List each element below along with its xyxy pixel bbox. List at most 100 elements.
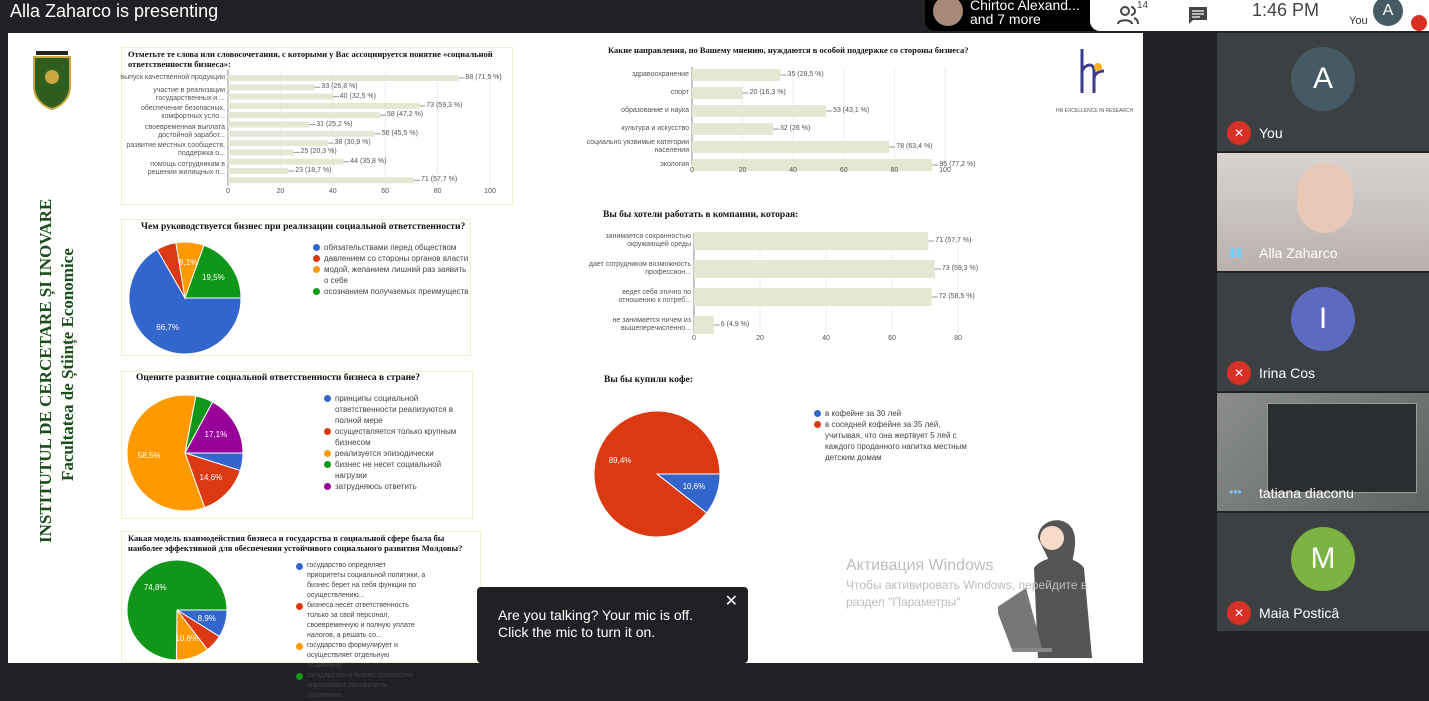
- meeting-controls: 14 1:46 PM You A: [1090, 0, 1429, 31]
- mic-off-icon: ✕: [1227, 601, 1251, 625]
- category-label-line: выпуск качественной продукции: [120, 74, 225, 81]
- university-crest-logo: [33, 51, 71, 111]
- faculty-name: Facultatea de Științe Economice: [58, 248, 77, 481]
- category-label-line: профессион...: [645, 269, 691, 276]
- data-label: 32 (26 %): [779, 125, 811, 132]
- legend-item: государство формулирует и осуществляет о…: [296, 641, 426, 671]
- slice-label: 14,6%: [199, 472, 223, 482]
- slice-label: 10,6%: [175, 634, 199, 644]
- more-options-icon[interactable]: •••: [1229, 485, 1242, 499]
- legend-label: государство формулирует и осуществляет о…: [307, 642, 398, 669]
- participant-tile-maia-postica[interactable]: M ✕ Maia Posticâ: [1217, 513, 1429, 631]
- avatar: M: [1291, 527, 1355, 591]
- close-icon[interactable]: ✕: [724, 593, 738, 610]
- category-label: не занимается ничем из вышеперечисленно..…: [544, 317, 691, 333]
- slice-label: 66,7%: [156, 323, 179, 333]
- legend-item: принципы социальной ответственности реал…: [324, 393, 474, 426]
- category-label-line: обеспечение безопасных,: [140, 105, 225, 113]
- category-label-line: занимается сохранностью: [605, 233, 691, 240]
- chart-title: Отметьте те слова или словосочетания, с …: [128, 49, 493, 69]
- data-label: 23 (18,7 %): [295, 167, 332, 174]
- more-count: and 7 more: [970, 11, 1041, 27]
- category-label-line: решении жилищных п...: [147, 169, 225, 176]
- category-label-line: экология: [660, 161, 689, 168]
- chart-title: Какие направления, по Вашему мнению, нуж…: [608, 45, 969, 55]
- people-icon[interactable]: [1116, 4, 1146, 26]
- data-label: 53 (43,1 %): [833, 107, 870, 114]
- windows-watermark-text: Чтобы активировать Windows, перейдите в: [846, 578, 1088, 592]
- category-label-line: вышеперечисленно...: [621, 325, 691, 332]
- presenting-title: Alla Zaharco is presenting: [10, 1, 219, 21]
- mic-off-icon: [1411, 15, 1427, 31]
- participant-tile-alla-zaharco[interactable]: ▮▮ Alla Zaharco: [1217, 153, 1429, 271]
- legend-item: затрудняюсь ответить: [324, 481, 474, 492]
- legend-label: в кофейне за 30 лей: [825, 409, 902, 418]
- windows-watermark-title: Активация Windows: [846, 557, 994, 574]
- mic-off-icon: ✕: [1227, 361, 1251, 385]
- legend-label: в соседней кофейне за 35 лей, учитывая, …: [825, 420, 967, 462]
- slice-label: 8,1%: [179, 258, 198, 268]
- data-label: 58 (47,2 %): [386, 111, 424, 119]
- legend-item: государство и бизнес совместно определяю…: [296, 671, 426, 701]
- legend-label: реализуется эпизодически: [335, 449, 434, 458]
- x-tick-label: 80: [954, 335, 962, 342]
- category-label: культура и искусство: [542, 125, 689, 133]
- chat-icon[interactable]: [1188, 6, 1208, 24]
- x-tick-label: 100: [939, 167, 951, 174]
- participant-tile-tatiana-diaconu[interactable]: ••• tatiana diaconu: [1217, 393, 1429, 511]
- slice-label: 8,9%: [197, 613, 216, 623]
- category-label-line: не занимается ничем из: [612, 317, 691, 324]
- slice-label: 10,6%: [682, 481, 706, 491]
- legend-item: в кофейне за 30 лей: [814, 408, 974, 419]
- legend-item: бизнес не несет социальной нагрузки: [324, 459, 474, 481]
- x-tick-label: 80: [890, 167, 899, 174]
- category-label: выпуск качественной продукции: [78, 74, 225, 82]
- data-label: 6 (4,9 %): [720, 321, 750, 328]
- category-label-line: достойной заработ...: [158, 131, 225, 139]
- x-tick-label: 40: [822, 335, 830, 342]
- legend-swatch: [313, 288, 320, 295]
- other-presenters[interactable]: Chirtoc Alexand... and 7 more: [925, 0, 1100, 31]
- category-label-line: комфортных усло...: [161, 113, 225, 121]
- x-tick-label: 20: [276, 188, 285, 195]
- self-avatar: A: [1373, 0, 1403, 26]
- x-tick-label: 80: [433, 188, 442, 195]
- hr-logo-caption: HR EXCELLENCE IN RESEARCH: [1056, 108, 1134, 114]
- legend-swatch: [324, 428, 331, 435]
- category-label-line: помощь сотрудникам в: [150, 161, 225, 168]
- legend-swatch: [313, 244, 320, 251]
- data-label: 71 (57,7 %): [935, 237, 972, 244]
- data-label: 40 (32,5 %): [339, 92, 376, 100]
- participant-name: tatiana diaconu: [1259, 485, 1354, 501]
- presentation-slide: INSTITUTUL DE CERCETARE ȘI INOVARE Facul…: [8, 33, 1143, 699]
- category-label: участие в реализации государственных и ..…: [78, 87, 225, 103]
- legend-swatch: [313, 255, 320, 262]
- chart-frame: [121, 219, 471, 356]
- data-label: 35 (28,5 %): [787, 71, 824, 78]
- legend-label: государство определяет приоритеты социал…: [307, 562, 426, 599]
- category-label: своевременная выплата достойной заработ..…: [78, 124, 225, 140]
- avatar: I: [1291, 287, 1355, 351]
- avatar: A: [1291, 47, 1355, 111]
- slice-label: 58,5%: [137, 450, 161, 460]
- legend-swatch: [296, 673, 303, 680]
- category-label-line: государственных и ...: [155, 94, 225, 102]
- category-label-line: населения: [654, 147, 689, 154]
- speaking-icon: ▮▮: [1229, 245, 1243, 259]
- x-tick-label: 60: [839, 167, 848, 174]
- data-label: 25 (20,3 %): [300, 148, 337, 156]
- category-label: помощь сотрудникам в решении жилищных п..…: [78, 161, 225, 177]
- participants-panel: A ✕ You ▮▮ Alla Zaharco I ✕ Irina Cos ••…: [1217, 33, 1429, 633]
- slice-label: 74,8%: [143, 582, 167, 592]
- category-label: социально уязвимые категории населения: [542, 139, 689, 155]
- x-tick-label: 20: [756, 335, 764, 342]
- participant-tile-you[interactable]: A ✕ You: [1217, 33, 1429, 151]
- legend-swatch: [324, 395, 331, 402]
- data-label: 44 (35,8 %): [350, 157, 387, 165]
- participant-tile-irina-cos[interactable]: I ✕ Irina Cos: [1217, 273, 1429, 391]
- slice-label: 89,4%: [608, 456, 632, 466]
- legend-label: государство и бизнес совместно определяю…: [307, 672, 413, 699]
- data-label: 56 (45,5 %): [381, 129, 418, 137]
- institute-name: INSTITUTUL DE CERCETARE ȘI INOVARE: [36, 198, 55, 543]
- legend-label: бизнес не несет социальной нагрузки: [335, 460, 442, 480]
